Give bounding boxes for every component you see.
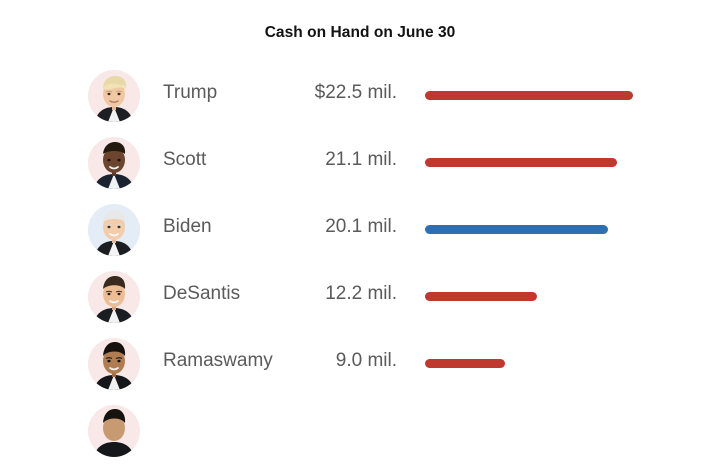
- candidate-value: 20.1 mil.: [325, 216, 397, 237]
- avatar-trump: [88, 70, 140, 122]
- bar-track: [425, 91, 685, 100]
- value-bar: [425, 292, 537, 301]
- value-bar: [425, 225, 608, 234]
- value-bar: [425, 359, 505, 368]
- candidate-name: Ramaswamy: [163, 350, 273, 371]
- avatar-ramaswamy: [88, 338, 140, 390]
- bar-track: [425, 225, 685, 234]
- candidate-name: Trump: [163, 82, 218, 103]
- candidate-value: 9.0 mil.: [335, 350, 397, 371]
- candidate-name: Biden: [163, 216, 212, 237]
- candidate-row-list: Trump $22.5 mil. S: [0, 68, 720, 470]
- candidate-row: DeSantis 12.2 mil.: [0, 269, 720, 336]
- candidate-value: $22.5 mil.: [314, 82, 397, 103]
- bar-track: [425, 292, 685, 301]
- bar-track: [425, 158, 685, 167]
- bar-track: [425, 359, 685, 368]
- candidate-row: Scott 21.1 mil.: [0, 135, 720, 202]
- candidate-row-partial: [0, 403, 720, 470]
- candidate-row: Ramaswamy 9.0 mil.: [0, 336, 720, 403]
- candidate-value: 21.1 mil.: [325, 149, 397, 170]
- candidate-name: Scott: [163, 149, 207, 170]
- candidate-value: 12.2 mil.: [325, 283, 397, 304]
- value-bar: [425, 91, 633, 100]
- cash-on-hand-chart: Cash on Hand on June 30: [88, 24, 633, 457]
- avatar-partial: [88, 405, 140, 457]
- avatar-biden: [88, 204, 140, 256]
- avatar-desantis: [88, 271, 140, 323]
- avatar-scott: [88, 137, 140, 189]
- value-bar: [425, 158, 617, 167]
- candidate-row: Biden 20.1 mil.: [0, 202, 720, 269]
- chart-title: Cash on Hand on June 30: [264, 24, 456, 41]
- candidate-row: Trump $22.5 mil.: [0, 68, 720, 135]
- candidate-name: DeSantis: [163, 283, 241, 304]
